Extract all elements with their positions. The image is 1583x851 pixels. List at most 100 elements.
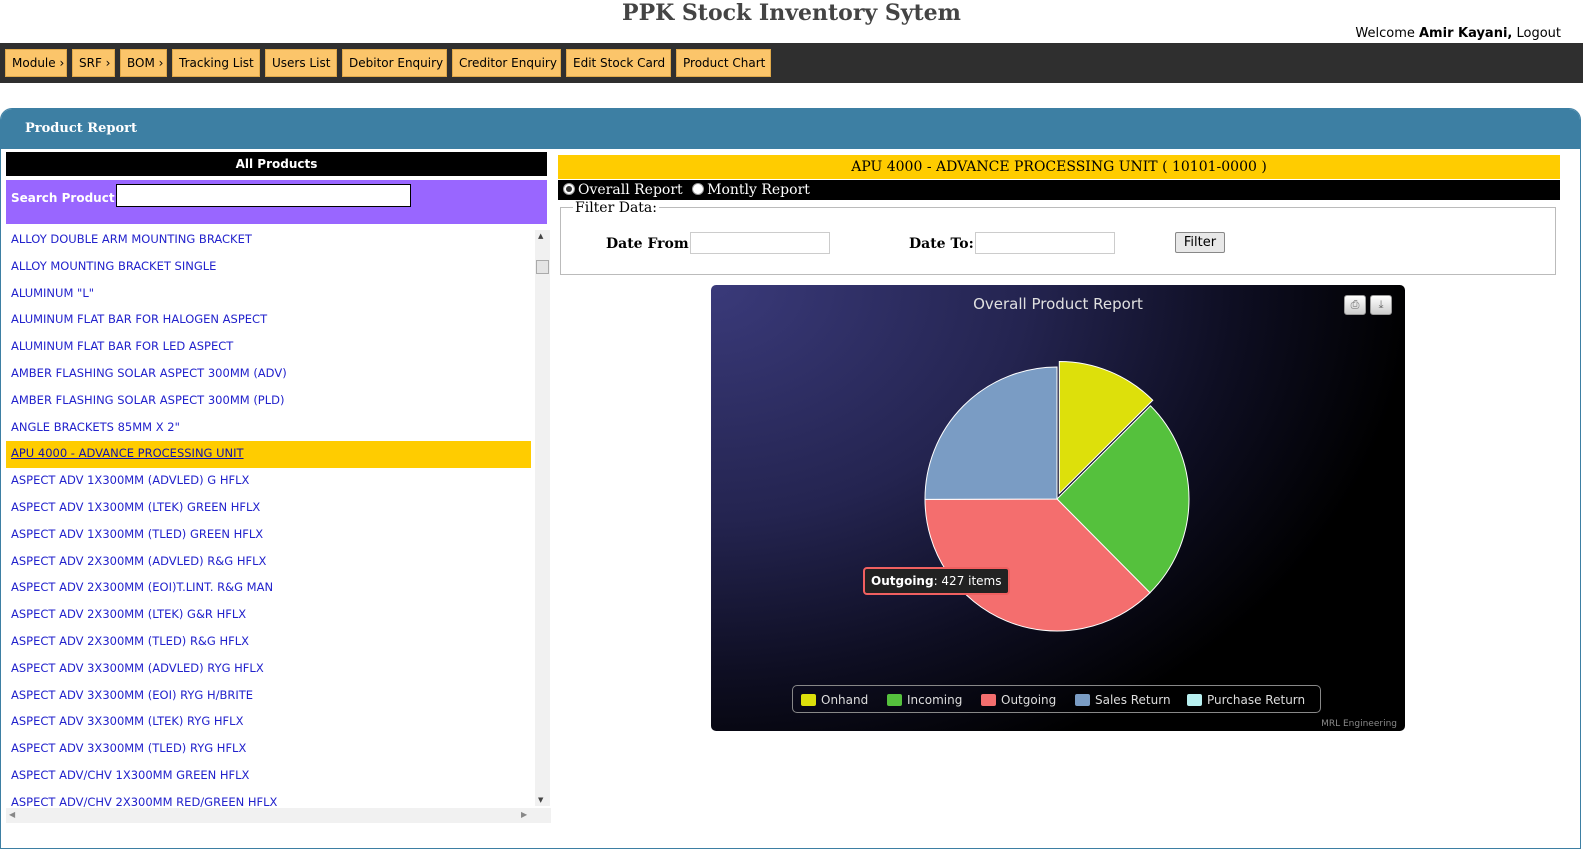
legend-swatch bbox=[981, 694, 996, 706]
tooltip-category: Outgoing bbox=[871, 574, 934, 588]
date-to-label: Date To: bbox=[909, 236, 974, 252]
overall-report-radio[interactable]: Overall Report bbox=[558, 182, 683, 198]
scroll-left-arrow-icon[interactable]: ◀ bbox=[9, 810, 16, 819]
product-item[interactable]: ASPECT ADV 2X300MM (ADVLED) R&G HFLX bbox=[11, 553, 267, 568]
product-item[interactable]: ALLOY DOUBLE ARM MOUNTING BRACKET bbox=[11, 232, 252, 246]
chart-credit: MRL Engineering bbox=[1321, 719, 1397, 729]
panel-title: Product Report bbox=[25, 121, 137, 136]
nav-debitor-enquiry[interactable]: Debitor Enquiry bbox=[342, 49, 447, 77]
nav-label: Tracking List bbox=[179, 56, 254, 70]
welcome-bar: Welcome Amir Kayani, Logout bbox=[1355, 26, 1561, 41]
chevron-right-icon: › bbox=[101, 56, 111, 70]
selected-product-title: APU 4000 - ADVANCE PROCESSING UNIT ( 101… bbox=[558, 155, 1560, 179]
all-products-header: All Products bbox=[6, 152, 547, 176]
product-item[interactable]: ANGLE BRACKETS 85MM X 2" bbox=[11, 419, 180, 434]
chevron-right-icon: › bbox=[55, 56, 65, 70]
search-row: Search Product: bbox=[6, 180, 547, 224]
print-icon[interactable]: ⎙ bbox=[1344, 295, 1366, 315]
nav-module[interactable]: Module › bbox=[5, 49, 67, 77]
chart-tooltip: Outgoing: 427 items bbox=[863, 567, 1010, 595]
nav-label: Product Chart bbox=[683, 56, 766, 70]
scroll-right-arrow-icon[interactable]: ▶ bbox=[521, 810, 528, 819]
date-from-label: Date From: bbox=[606, 236, 694, 252]
product-item[interactable]: AMBER FLASHING SOLAR ASPECT 300MM (ADV) bbox=[11, 365, 287, 380]
scroll-up-arrow-icon[interactable]: ▲ bbox=[538, 232, 544, 240]
product-item[interactable]: ASPECT ADV 3X300MM (LTEK) RYG HFLX bbox=[11, 714, 244, 729]
product-item-selected[interactable]: APU 4000 - ADVANCE PROCESSING UNIT bbox=[6, 441, 531, 469]
product-item[interactable]: ASPECT ADV 2X300MM (LTEK) G&R HFLX bbox=[11, 607, 247, 622]
legend-item[interactable]: Sales Return bbox=[1075, 692, 1171, 708]
welcome-text: Welcome bbox=[1355, 26, 1415, 41]
product-item[interactable]: ALUMINUM FLAT BAR FOR HALOGEN ASPECT bbox=[11, 312, 268, 327]
filter-button[interactable]: Filter bbox=[1175, 232, 1225, 253]
report-panel: APU 4000 - ADVANCE PROCESSING UNIT ( 101… bbox=[558, 155, 1560, 780]
monthly-report-radio[interactable]: Montly Report bbox=[687, 182, 810, 198]
product-item[interactable]: ALUMINUM FLAT BAR FOR LED ASPECT bbox=[11, 339, 234, 354]
pie-slice-sales-return[interactable] bbox=[924, 366, 1058, 500]
product-item[interactable]: ASPECT ADV 3X300MM (ADVLED) RYG HFLX bbox=[11, 660, 264, 675]
chevron-right-icon: › bbox=[154, 56, 164, 70]
product-list-panel: All Products Search Product: ALLOY DOUBL… bbox=[6, 152, 551, 824]
legend-swatch bbox=[1187, 694, 1202, 706]
download-icon[interactable]: ⤓ bbox=[1370, 295, 1392, 315]
nav-users-list[interactable]: Users List bbox=[265, 49, 337, 77]
logout-link[interactable]: Logout bbox=[1516, 26, 1561, 41]
legend-label: Purchase Return bbox=[1207, 693, 1306, 707]
product-item[interactable]: ASPECT ADV 3X300MM (TLED) RYG HFLX bbox=[11, 741, 247, 756]
main-navbar: Module › SRF › BOM › Tracking List Users Lis… bbox=[0, 43, 1583, 83]
search-product-input[interactable] bbox=[116, 184, 411, 207]
legend-label: Outgoing bbox=[1001, 693, 1057, 707]
overall-product-chart: Overall Product Report ⎙ ⤓ Outgoing: 427… bbox=[711, 285, 1405, 731]
legend-swatch bbox=[1075, 694, 1090, 706]
nav-label: Module bbox=[12, 56, 56, 70]
product-item[interactable]: ASPECT ADV 3X300MM (EOI) RYG H/BRITE bbox=[11, 687, 254, 702]
pie-slice-onhand[interactable] bbox=[1058, 360, 1154, 495]
pie-slice-incoming[interactable] bbox=[1056, 405, 1190, 594]
product-item[interactable]: ASPECT ADV 2X300MM (TLED) R&G HFLX bbox=[11, 633, 250, 648]
legend-item[interactable]: Purchase Return bbox=[1187, 692, 1305, 708]
product-item[interactable]: ASPECT ADV 2X300MM (EOI)T.LINT. R&G MAN bbox=[11, 580, 274, 595]
panel-header: Product Report bbox=[1, 109, 1580, 149]
date-from-input[interactable] bbox=[690, 232, 830, 254]
filter-legend: Filter Data: bbox=[573, 200, 659, 216]
nav-label: Edit Stock Card bbox=[573, 56, 666, 70]
product-item[interactable]: ALUMINUM "L" bbox=[11, 285, 95, 300]
product-item[interactable]: ASPECT ADV 1X300MM (ADVLED) G HFLX bbox=[11, 473, 250, 488]
product-item[interactable]: AMBER FLASHING SOLAR ASPECT 300MM (PLD) bbox=[11, 392, 285, 407]
legend-item[interactable]: Outgoing bbox=[981, 692, 1056, 708]
legend-label: Sales Return bbox=[1095, 693, 1171, 707]
nav-creditor-enquiry[interactable]: Creditor Enquiry bbox=[452, 49, 561, 77]
nav-tracking-list[interactable]: Tracking List bbox=[172, 49, 260, 77]
search-label: Search Product: bbox=[11, 191, 120, 205]
radio-unchecked-icon bbox=[692, 183, 705, 195]
product-report-panel: Product Report All Products Search Produ… bbox=[0, 108, 1581, 849]
nav-label: BOM bbox=[127, 56, 155, 70]
product-item[interactable]: ASPECT ADV/CHV 1X300MM GREEN HFLX bbox=[11, 767, 250, 782]
legend-item[interactable]: Onhand bbox=[801, 692, 868, 708]
legend-label: Onhand bbox=[821, 693, 869, 707]
scroll-down-arrow-icon[interactable]: ▼ bbox=[538, 796, 544, 804]
nav-srf[interactable]: SRF › bbox=[72, 49, 115, 77]
chart-title: Overall Product Report bbox=[973, 295, 1143, 313]
product-item[interactable]: ASPECT ADV 1X300MM (TLED) GREEN HFLX bbox=[11, 526, 264, 541]
nav-product-chart[interactable]: Product Chart bbox=[676, 49, 771, 77]
product-item[interactable]: ASPECT ADV 1X300MM (LTEK) GREEN HFLX bbox=[11, 499, 261, 514]
legend-label: Incoming bbox=[907, 693, 963, 707]
date-to-input[interactable] bbox=[975, 232, 1115, 254]
chart-legend: Onhand Incoming Outgoing Sales Return Purcha… bbox=[792, 685, 1321, 713]
pie-slice-outgoing[interactable] bbox=[924, 498, 1151, 632]
legend-item[interactable]: Incoming bbox=[887, 692, 962, 708]
radio-checked-icon bbox=[563, 183, 575, 195]
product-item[interactable]: ASPECT ADV/CHV 2X300MM RED/GREEN HFLX bbox=[11, 794, 278, 807]
filter-fieldset: Filter Data: Date From: Date To: Filter bbox=[560, 200, 1556, 275]
product-list: ALLOY DOUBLE ARM MOUNTING BRACKET ALLOY M… bbox=[6, 227, 531, 807]
product-list-vertical-scrollbar[interactable]: ▲ ▼ bbox=[535, 230, 550, 806]
nav-label: Debitor Enquiry bbox=[349, 56, 444, 70]
nav-edit-stock-card[interactable]: Edit Stock Card bbox=[566, 49, 671, 77]
product-list-horizontal-scrollbar[interactable]: ◀ ▶ bbox=[6, 808, 551, 823]
product-item[interactable]: ALLOY MOUNTING BRACKET SINGLE bbox=[11, 258, 217, 273]
scrollbar-thumb[interactable] bbox=[536, 260, 549, 274]
overall-report-label: Overall Report bbox=[578, 182, 683, 198]
app-title: PPK Stock Inventory Sytem bbox=[622, 0, 961, 26]
nav-bom[interactable]: BOM › bbox=[120, 49, 167, 77]
